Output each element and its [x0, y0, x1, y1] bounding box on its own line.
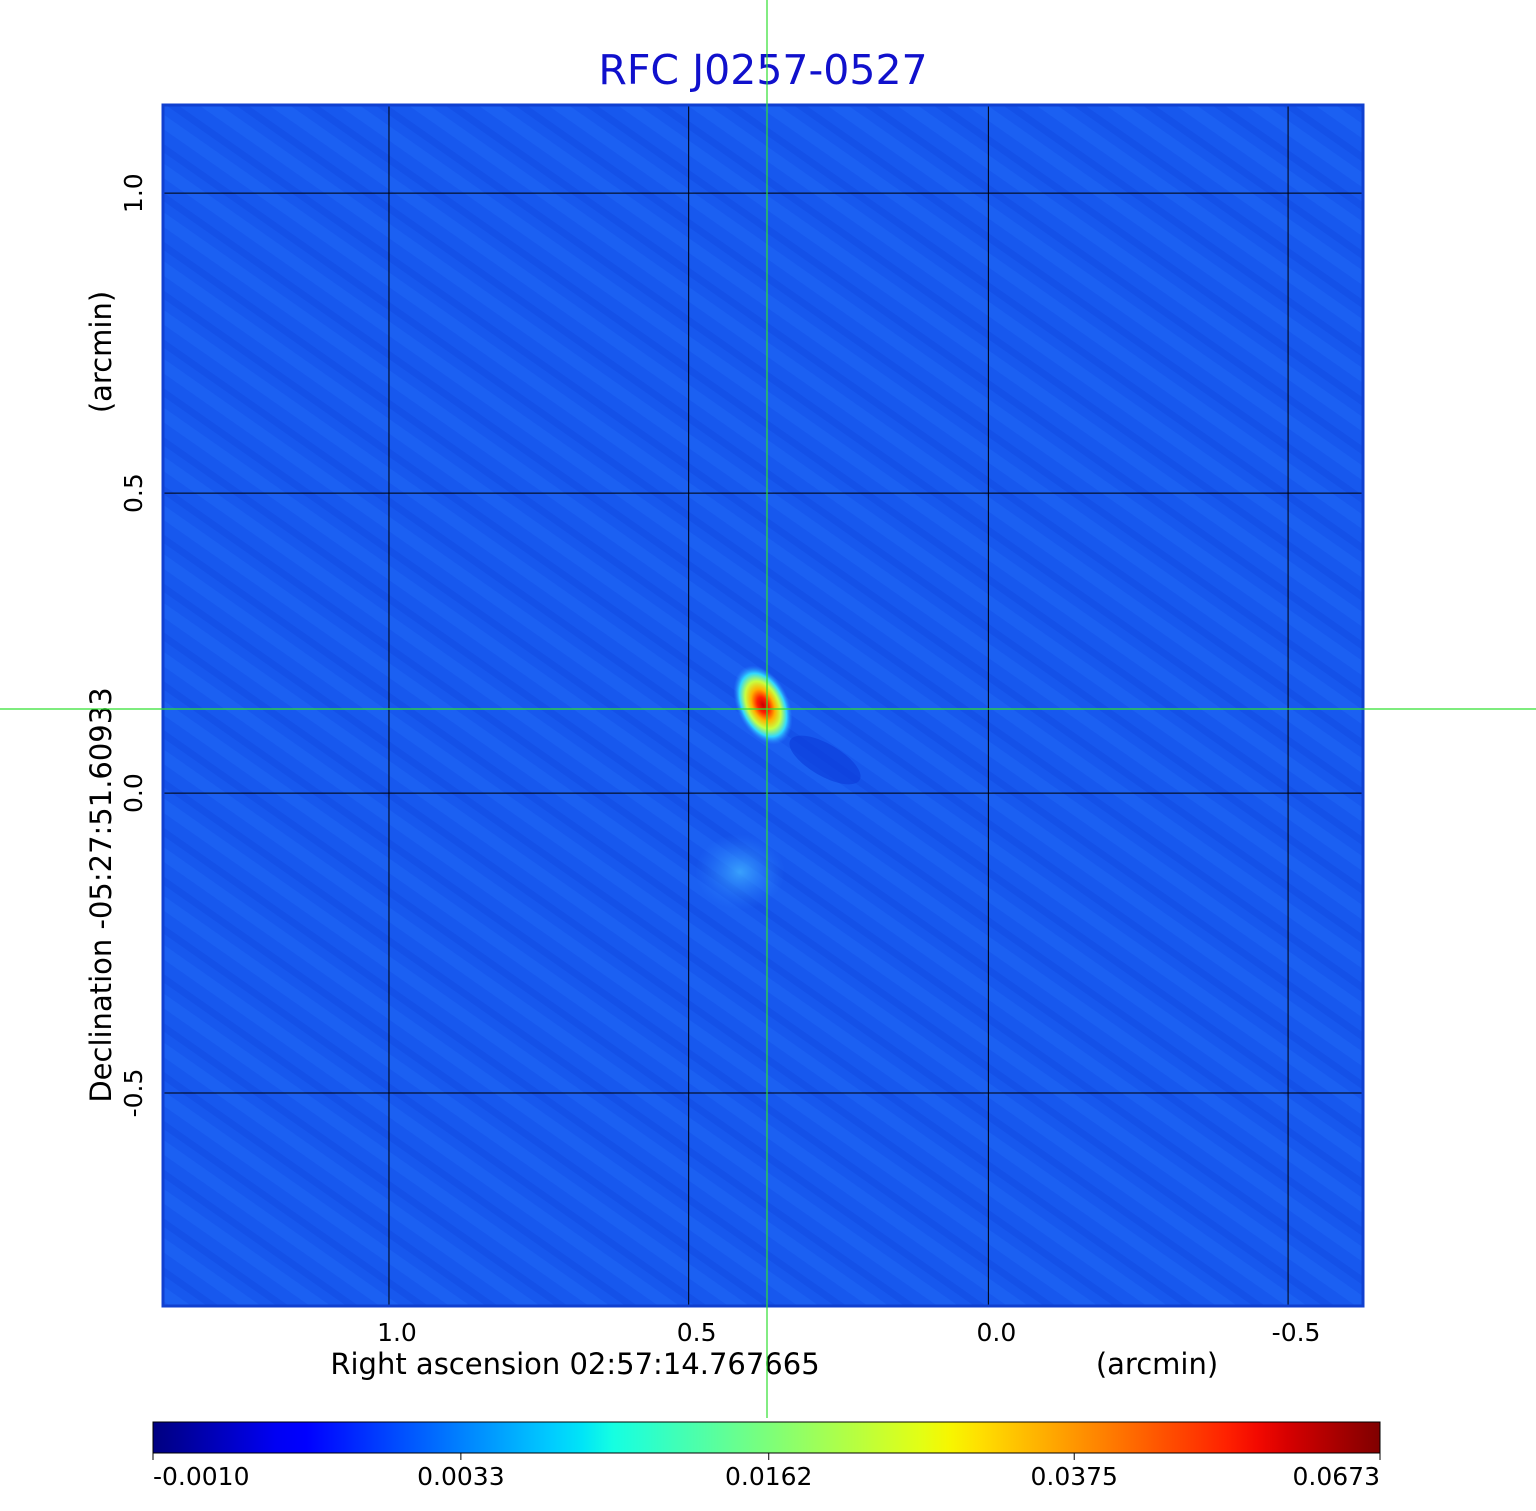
- x-tick-label: 0.5: [677, 1318, 717, 1347]
- colorbar-tick-label: 0.0673: [1293, 1462, 1380, 1491]
- y-axis-unit: (arcmin): [84, 291, 118, 413]
- negative-lobe: [789, 735, 861, 785]
- y-tick-label: 0.5: [119, 473, 148, 513]
- colorbar-tick-label: 0.0033: [417, 1462, 504, 1491]
- chart-title: RFC J0257-0527: [598, 46, 927, 94]
- colorbar-tick-label: -0.0010: [153, 1462, 250, 1491]
- y-axis-label: Declination -05:27:51.60933: [84, 687, 118, 1102]
- faint-source: [695, 834, 785, 910]
- y-tick-label: 1.0: [119, 173, 148, 213]
- x-tick-label: 1.0: [377, 1318, 417, 1347]
- source: [733, 665, 793, 745]
- colorbar-tick-label: 0.0162: [725, 1462, 812, 1491]
- x-tick-label: 0.0: [976, 1318, 1016, 1347]
- colorbar-tick-label: 0.0375: [1030, 1462, 1117, 1491]
- x-axis-label: Right ascension 02:57:14.767665: [330, 1347, 819, 1381]
- colorbar: [152, 1421, 1381, 1454]
- x-tick-label: -0.5: [1272, 1318, 1321, 1347]
- plot-frame: [161, 103, 1365, 1308]
- y-tick-label: 0.0: [119, 773, 148, 813]
- x-axis-unit: (arcmin): [1096, 1347, 1218, 1381]
- y-tick-label: -0.5: [119, 1069, 148, 1118]
